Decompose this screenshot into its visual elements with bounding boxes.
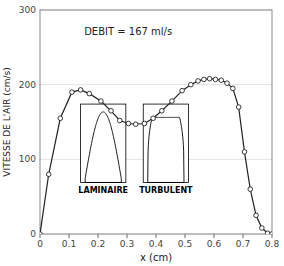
- inset-frame: [81, 104, 126, 182]
- point: [202, 77, 207, 82]
- x-tick-label: 0.2: [91, 239, 105, 249]
- series: [40, 76, 272, 234]
- point: [109, 109, 114, 114]
- point: [213, 77, 218, 82]
- point: [236, 105, 241, 110]
- point: [117, 118, 122, 123]
- plot-frame: [40, 10, 272, 234]
- x-tick-label: 0.7: [236, 239, 250, 249]
- x-tick: [127, 234, 128, 238]
- point: [225, 81, 230, 86]
- point: [58, 116, 63, 121]
- y-axis-label: VITESSE DE L'AIR (cm/s): [2, 67, 12, 176]
- inset-profile: [85, 112, 121, 183]
- point: [142, 121, 147, 126]
- point: [180, 88, 185, 93]
- point: [219, 78, 224, 83]
- point: [70, 90, 75, 95]
- annotation: DEBIT = 167 ml/s: [84, 26, 172, 37]
- x-tick-label: 0.6: [207, 239, 222, 249]
- point: [126, 121, 131, 126]
- point: [99, 99, 104, 104]
- inset-laminaire: LAMINAIRE: [78, 104, 128, 195]
- point: [87, 91, 92, 96]
- x-tick: [156, 234, 157, 238]
- grid-line: [40, 84, 272, 85]
- x-tick: [272, 234, 273, 238]
- x-tick-label: 0.5: [178, 239, 192, 249]
- point: [78, 88, 83, 93]
- point: [231, 86, 236, 91]
- inset-label: TURBULENT: [139, 186, 193, 195]
- point: [196, 79, 201, 84]
- x-tick-label: 0.4: [149, 239, 164, 249]
- y-tick-label: 300: [19, 5, 36, 15]
- point: [254, 213, 259, 218]
- x-tick-label: 0.3: [120, 239, 134, 249]
- line: [40, 79, 272, 234]
- inset-label: LAMINAIRE: [78, 186, 128, 195]
- x-tick: [98, 234, 99, 238]
- inset-profile: [148, 117, 184, 182]
- point: [260, 226, 265, 231]
- inset-turbulent: TURBULENT: [139, 104, 193, 195]
- point: [242, 150, 247, 155]
- point: [151, 116, 156, 121]
- point: [40, 232, 42, 234]
- point: [46, 172, 51, 177]
- y-tick-label: 0: [30, 229, 36, 239]
- x-tick: [40, 234, 41, 238]
- x-tick-label: 0: [37, 239, 43, 249]
- x-axis-label: x (cm): [140, 252, 172, 263]
- y-tick-label: 200: [19, 80, 36, 90]
- x-tick: [69, 234, 70, 238]
- x-tick-label: 0.1: [62, 239, 76, 249]
- point: [170, 99, 175, 104]
- x-tick: [214, 234, 215, 238]
- point: [270, 232, 272, 234]
- point: [189, 82, 194, 87]
- point: [248, 187, 253, 192]
- point: [265, 231, 270, 234]
- x-tick: [243, 234, 244, 238]
- x-tick: [185, 234, 186, 238]
- inset-frame: [143, 104, 188, 182]
- x-tick-label: 0.8: [265, 239, 280, 249]
- point: [207, 76, 212, 81]
- y-tick-label: 100: [19, 154, 36, 164]
- point: [160, 109, 165, 114]
- point: [133, 122, 138, 127]
- chart: 0 100 200 300 0 0.1 0.2 0.3 0.4 0.5 0.6 0.7 0.8 x (cm…: [0, 0, 284, 266]
